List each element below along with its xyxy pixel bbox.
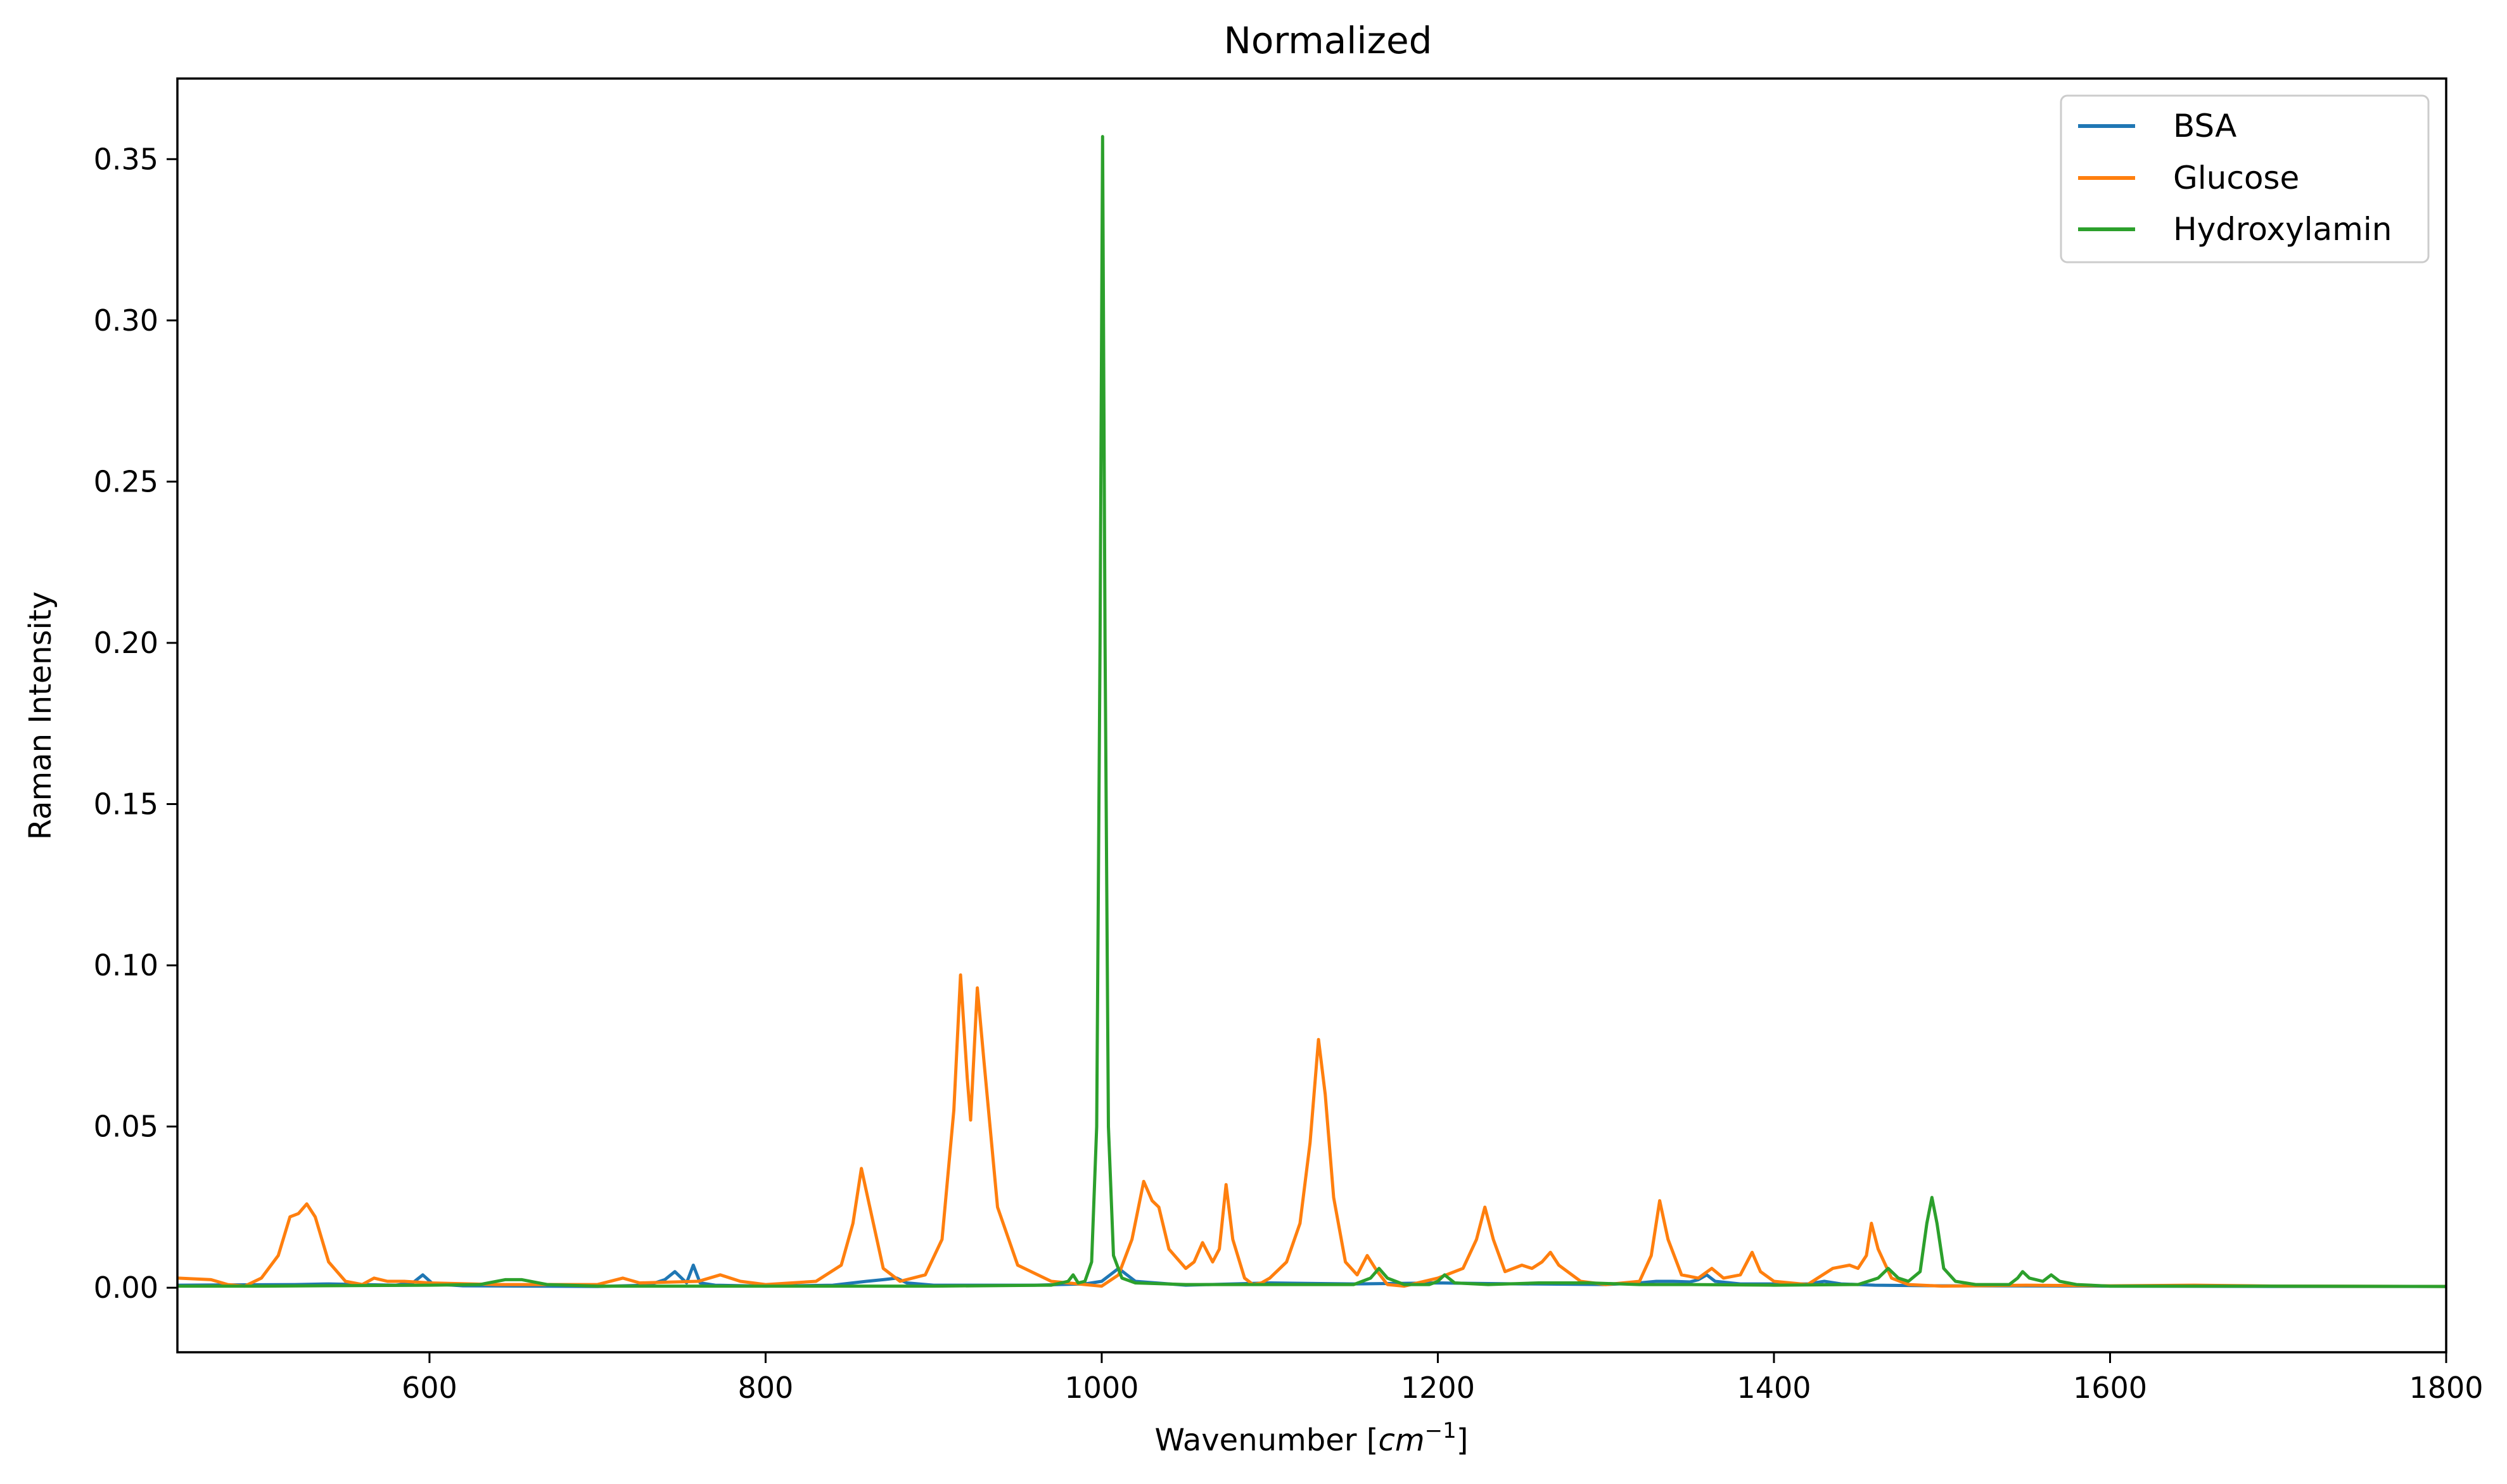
series-line-hydroxylamin [177,135,2446,1288]
x-axis-label-unit: cm [1379,1423,1425,1458]
x-axis-label-end: ] [1457,1423,1469,1458]
x-tick-label: 600 [402,1371,457,1405]
y-tick-label: 0.20 [94,626,158,660]
legend: BSA Glucose Hydroxylamin [2060,94,2430,263]
series-layer [177,135,2446,1288]
x-axis-label: Wavenumber [cm−1] [1154,1418,1468,1458]
x-tick-label: 1400 [1737,1371,1811,1405]
chart-title: Normalized [1224,19,1432,62]
y-tick-label: 0.15 [94,787,158,821]
x-axis-label-main: Wavenumber [ [1154,1423,1378,1458]
legend-label-glucose: Glucose [2173,160,2299,196]
legend-label-hydroxylamin: Hydroxylamin [2173,211,2392,248]
y-tick-label: 0.00 [94,1271,158,1305]
y-tick-label: 0.25 [94,464,158,498]
legend-frame [2060,94,2430,263]
x-tick-label: 800 [738,1371,794,1405]
y-tick-label: 0.10 [94,948,158,982]
x-tick-label: 1000 [1064,1371,1139,1405]
x-tick-label: 1600 [2073,1371,2147,1405]
x-tick-label: 1200 [1401,1371,1475,1405]
plot-frame [176,77,2447,1354]
x-tick-label: 1800 [2409,1371,2483,1405]
y-tick-label: 0.05 [94,1110,158,1144]
x-axis-label-exponent: −1 [1425,1418,1457,1443]
series-line-glucose [177,973,2446,1288]
legend-label-bsa: BSA [2173,108,2236,144]
y-tick-label: 0.35 [94,142,158,176]
y-tick-label: 0.30 [94,303,158,338]
axis-layer: 600 800 1000 1200 1400 1600 1800 0.00 0.05 0.10 0.… [94,142,2484,1405]
y-axis-label: Raman Intensity [23,592,58,840]
